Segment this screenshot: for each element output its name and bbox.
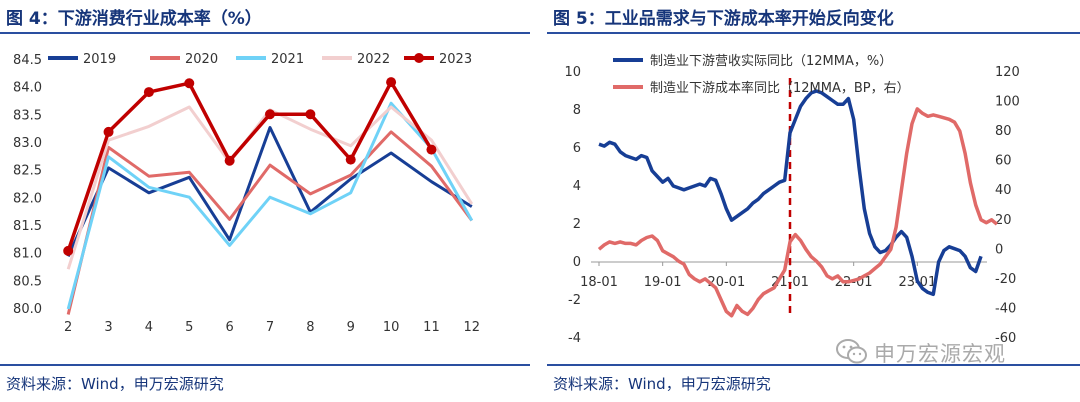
- left-bottom-rule: [0, 364, 530, 366]
- left-title-rule: [0, 32, 530, 34]
- x-tick-label: 7: [266, 320, 274, 335]
- data-point-2023: [265, 109, 275, 120]
- y-tick-label: 82.5: [13, 164, 42, 179]
- watermark-text: 申万宏源宏观: [874, 342, 1006, 366]
- x-tick-label: 4: [145, 320, 153, 335]
- wechat-icon: [836, 339, 867, 364]
- right-bottom-rule: [547, 364, 1080, 366]
- y-tick-label: 84.5: [13, 53, 42, 68]
- x-tick-label: 18-01: [580, 275, 618, 290]
- y-tick-label: 84.0: [13, 81, 42, 96]
- y-tick-label: 83.5: [13, 108, 42, 123]
- left-y-tick-label: -2: [568, 293, 581, 308]
- series-line-right: [597, 107, 999, 318]
- left-chart-panel: 图 4：下游消费行业成本率（%） 80.0 80.5 81.0 81.5 82.0 82.…: [0, 0, 530, 402]
- right-title-rule: [547, 32, 1080, 34]
- demand-vs-cost-dual-axis-chart: -4-20246810-60-40-2002040608010012018-01…: [564, 54, 1020, 346]
- right-source-note: 资料来源：Wind，申万宏源研究: [553, 375, 771, 393]
- legend-label: 2020: [185, 52, 218, 67]
- x-tick-label: 9: [347, 320, 355, 335]
- legend-label: 2021: [271, 52, 304, 67]
- right-chart-panel: 图 5：工业品需求与下游成本率开始反向变化 -4 -2 0 2 4 6 8 10 -60 -40-…: [547, 0, 1080, 402]
- right-y-tick-label: 120: [995, 65, 1020, 80]
- right-y-tick-label: 60: [995, 154, 1012, 169]
- data-point-2023: [305, 109, 316, 120]
- right-y-tick-label: -20: [995, 272, 1016, 287]
- series-line-2019: [66, 126, 473, 258]
- x-tick-label: 11: [423, 320, 440, 335]
- x-tick-label: 6: [225, 320, 233, 335]
- left-y-tick-label: 8: [573, 103, 581, 118]
- x-tick-label: 3: [104, 320, 112, 335]
- y-tick-label: 81.0: [13, 247, 42, 262]
- data-point-2023: [63, 245, 74, 256]
- left-y-tick-label: 2: [573, 217, 581, 232]
- series-line-2023: [66, 80, 434, 252]
- x-tick-label: 2: [64, 320, 72, 335]
- watermark: 申万宏源宏观: [828, 336, 1078, 370]
- y-tick-label: 83.0: [13, 136, 42, 151]
- cost-rate-line-chart: 80.0 80.5 81.0 81.5 82.0 82.5 83.0 83.5 84.0 84.5…: [13, 52, 481, 335]
- legend-label: 2019: [83, 52, 116, 67]
- x-tick-label: 10: [383, 320, 400, 335]
- legend-label-left: 制造业下游营收实际同比（12MMA，%）: [650, 54, 892, 69]
- left-y-tick-label: 0: [573, 255, 581, 270]
- y-tick-label: 80.5: [13, 274, 42, 289]
- right-y-tick-label: -60: [995, 331, 1016, 346]
- legend-label: 2022: [357, 52, 390, 67]
- right-y-tick-label: -40: [995, 301, 1016, 316]
- data-point-2023: [345, 154, 356, 165]
- x-tick-label: 8: [306, 320, 314, 335]
- data-point-2023: [184, 78, 195, 89]
- y-tick-label: 82.0: [13, 191, 42, 206]
- legend-marker-2023: [414, 53, 424, 63]
- left-chart-title: 图 4：下游消费行业成本率（%）: [6, 9, 262, 29]
- right-y-tick-label: 80: [995, 124, 1012, 139]
- x-tick-label: 5: [185, 320, 193, 335]
- x-tick-label: 19-01: [644, 275, 682, 290]
- y-tick-label: 81.5: [13, 219, 42, 234]
- left-y-tick-label: 10: [564, 65, 581, 80]
- series-line-left: [598, 89, 983, 297]
- data-point-2023: [143, 87, 154, 98]
- right-y-tick-label: 20: [995, 213, 1012, 228]
- left-y-tick-label: -4: [568, 331, 581, 346]
- left-y-tick-label: 6: [573, 141, 581, 156]
- y-tick-label: 80.0: [13, 302, 42, 317]
- x-tick-label: 12: [464, 320, 481, 335]
- legend-label: 2023: [439, 52, 472, 67]
- x-tick-label: 22-01: [835, 275, 873, 290]
- data-point-2023: [103, 126, 114, 137]
- right-y-tick-label: 100: [995, 95, 1020, 110]
- series-line-2020: [66, 130, 474, 315]
- data-point-2023: [386, 77, 397, 88]
- data-point-2023: [426, 144, 437, 155]
- left-y-tick-label: 4: [573, 179, 581, 194]
- right-y-tick-label: 0: [995, 242, 1003, 257]
- legend-label-right: 制造业下游成本率同比（12MMA，BP，右）: [650, 80, 910, 96]
- right-y-tick-label: 40: [995, 183, 1012, 198]
- right-chart-title: 图 5：工业品需求与下游成本率开始反向变化: [553, 9, 894, 29]
- x-tick-label: 20-01: [707, 275, 745, 290]
- left-source-note: 资料来源：Wind，申万宏源研究: [6, 375, 224, 393]
- data-point-2023: [224, 155, 235, 166]
